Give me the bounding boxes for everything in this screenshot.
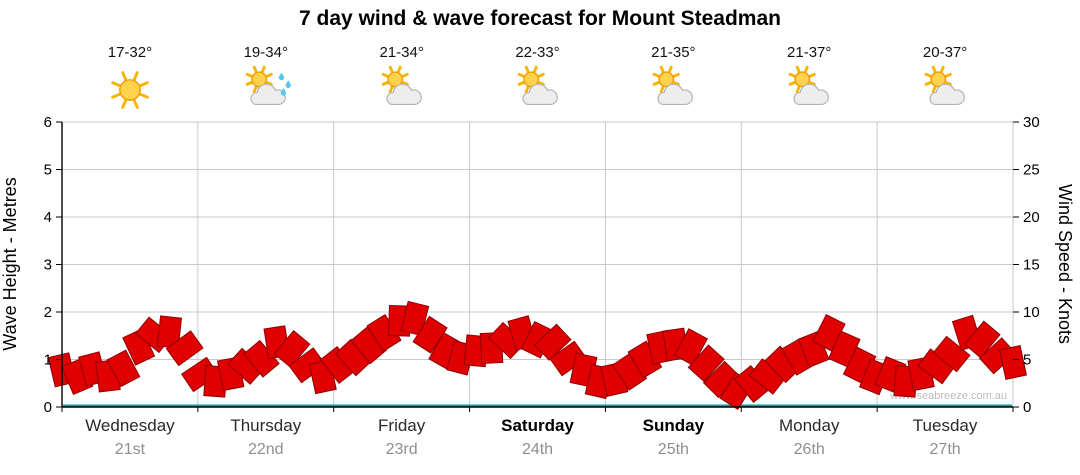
left-tick-label: 3	[44, 257, 52, 274]
watermark: www.seabreeze.com.au	[889, 390, 1007, 402]
day-name: Tuesday	[912, 416, 978, 435]
right-tick-label: 10	[1023, 304, 1040, 321]
day-date: 25th	[657, 441, 689, 458]
day-date: 26th	[793, 441, 825, 458]
rain-showers-icon	[198, 62, 334, 121]
day-date: 23rd	[385, 441, 418, 458]
right-tick-label: 15	[1023, 257, 1040, 274]
partly-cloudy-icon	[605, 62, 741, 121]
day-dates-row: 21st 22nd 23rd 24th 25th 26th 27th	[62, 441, 1013, 459]
day-name: Monday	[778, 416, 840, 435]
partly-cloudy-icon	[877, 62, 1013, 121]
wind-barb-ribbon	[47, 300, 1028, 410]
partly-cloudy-icon	[334, 62, 470, 121]
day-temperature: 21-34°	[379, 44, 424, 61]
wind-barb	[998, 345, 1028, 380]
weather-icons-row	[62, 62, 1013, 120]
left-tick-label: 5	[44, 162, 52, 179]
day-date: 24th	[521, 441, 554, 458]
left-tick-label: 4	[44, 209, 52, 226]
wind-barb	[165, 330, 204, 367]
temperature-row: 17-32° 19-34° 21-34° 22-33° 21-35° 21-37° 20-3…	[62, 44, 1013, 61]
partly-cloudy-icon-graphic	[381, 65, 422, 105]
left-tick-label: 0	[44, 399, 52, 416]
wind-barb	[533, 323, 572, 361]
day-names-row: Wednesday Thursday Friday Saturday Sunday Mon…	[62, 416, 1013, 436]
right-axis-title: Wind Speed - Knots	[1055, 184, 1075, 344]
wind-barb	[273, 330, 311, 368]
partly-cloudy-icon-graphic	[788, 65, 830, 105]
sunny-icon	[62, 62, 198, 121]
rain-showers-icon-graphic	[245, 65, 291, 105]
day-temperature: 19-34°	[243, 44, 288, 61]
day-temperature: 22-33°	[515, 44, 560, 61]
day-name: Sunday	[642, 416, 705, 435]
page-title: 7 day wind & wave forecast for Mount Ste…	[299, 7, 781, 30]
right-tick-label: 25	[1023, 162, 1040, 179]
wind-barb	[156, 315, 183, 349]
left-tick-label: 1	[44, 352, 52, 369]
day-name: Wednesday	[85, 416, 175, 435]
day-date: 22nd	[247, 441, 284, 458]
right-tick-label: 5	[1023, 352, 1031, 369]
day-date: 21st	[114, 441, 146, 458]
wind-barb	[687, 344, 725, 383]
left-axis-title: Wave Height - Metres	[0, 177, 20, 350]
day-date: 27th	[929, 441, 961, 458]
partly-cloudy-icon-graphic	[924, 65, 965, 105]
day-temperature: 21-37°	[787, 44, 832, 61]
day-temperature: 21-35°	[651, 44, 696, 61]
partly-cloudy-icon	[741, 62, 877, 121]
right-tick-label: 30	[1023, 114, 1040, 131]
day-temperature: 17-32°	[107, 44, 153, 61]
sunny-icon-graphic	[111, 70, 149, 109]
axes	[56, 121, 1019, 412]
left-tick-label: 6	[44, 114, 52, 131]
left-tick-label: 2	[44, 304, 52, 321]
wind-barb	[932, 335, 971, 373]
wind-barb	[106, 349, 141, 388]
wind-barb	[400, 300, 430, 337]
wind-barb	[963, 320, 1001, 359]
partly-cloudy-icon	[470, 62, 606, 121]
partly-cloudy-icon-graphic	[653, 65, 694, 105]
day-temperature: 20-37°	[922, 44, 968, 61]
wind-barb	[673, 328, 708, 366]
partly-cloudy-icon-graphic	[517, 65, 558, 105]
right-tick-label: 20	[1023, 209, 1040, 226]
day-name: Saturday	[501, 416, 574, 435]
tick-labels: 0 1 2 3 4 5 6 0 5 10 15 20 25 30	[44, 114, 1040, 416]
day-name: Friday	[378, 416, 426, 435]
day-name: Thursday	[230, 416, 302, 435]
right-tick-label: 0	[1023, 399, 1031, 416]
